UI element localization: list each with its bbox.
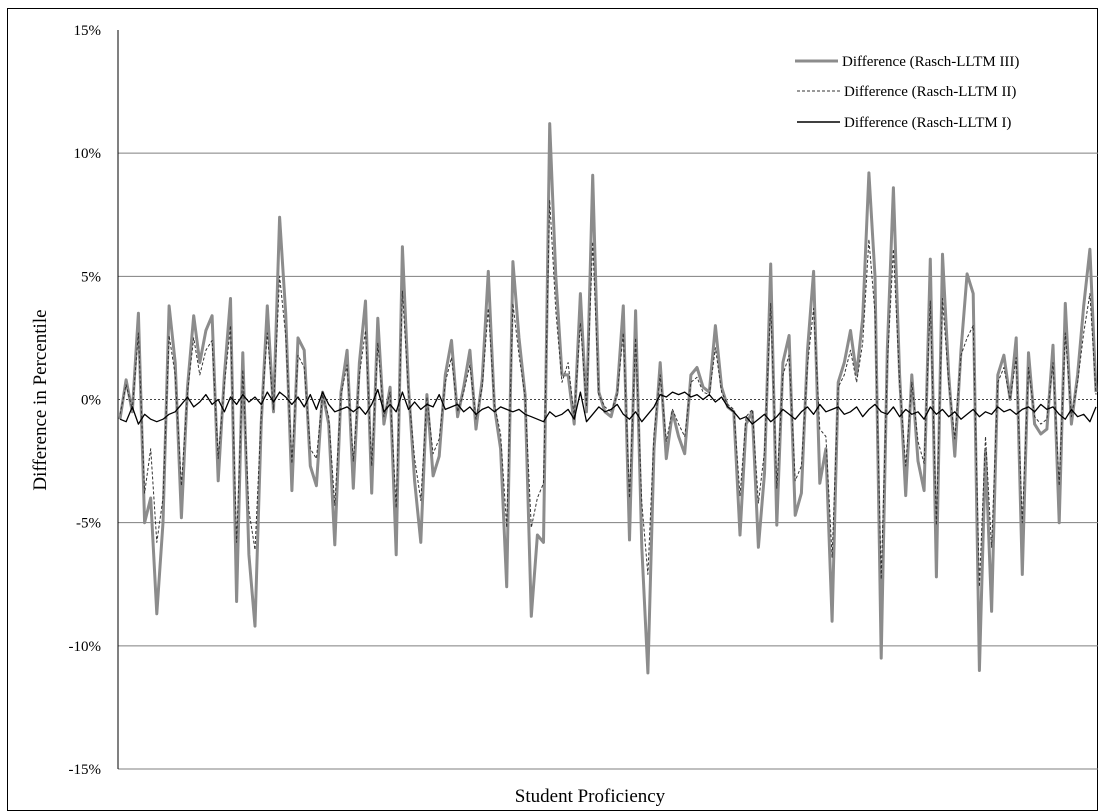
legend-label-llltm-i: Difference (Rasch-LLTM I) — [844, 115, 1011, 131]
legend-label-llltm-iii: Difference (Rasch-LLTM III) — [842, 54, 1019, 70]
series-line-1 — [119, 199, 1097, 588]
y-tick-label: -10% — [69, 639, 102, 655]
series-lines — [118, 122, 1098, 675]
chart-frame — [7, 8, 1098, 811]
y-tick-label: -5% — [76, 516, 101, 532]
y-tick-label: 10% — [74, 146, 102, 162]
gridlines — [118, 152, 1098, 770]
legend: Difference (Rasch-LLTM III) Difference (… — [795, 54, 1019, 131]
y-tick-label: 15% — [74, 23, 102, 39]
y-axis-title: Difference in Percentile — [30, 309, 51, 490]
series-line-0 — [118, 122, 1098, 675]
legend-label-llltm-ii: Difference (Rasch-LLTM II) — [844, 84, 1016, 100]
y-tick-label: 0% — [81, 393, 101, 409]
y-tick-labels: 15% 10% 5% 0% -5% -10% -15% — [69, 23, 102, 778]
x-axis-title: Student Proficiency — [515, 786, 666, 807]
series-line-2 — [119, 388, 1097, 425]
y-tick-label: 5% — [81, 269, 101, 285]
y-tick-label: -15% — [69, 762, 102, 778]
